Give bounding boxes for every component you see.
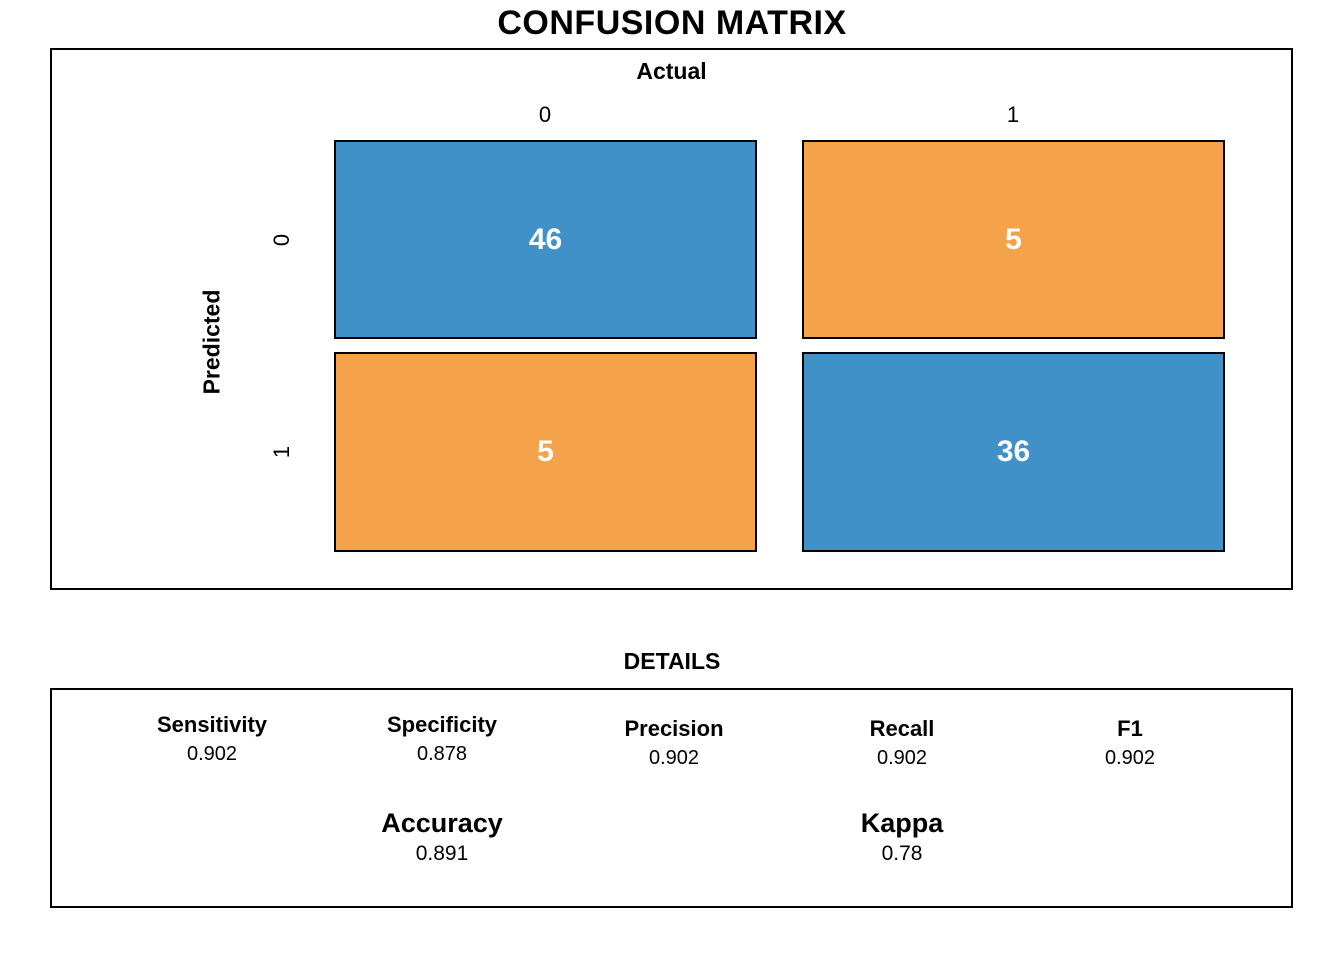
matrix-panel: Actual 0 1 Predicted 0 1 46 5 5 36 bbox=[50, 48, 1293, 590]
metric-sensitivity: Sensitivity 0.902 bbox=[157, 712, 267, 766]
column-label-1: 1 bbox=[1006, 102, 1020, 127]
metric-f1: F1 0.902 bbox=[1105, 716, 1155, 770]
metric-label: Specificity bbox=[386, 712, 498, 737]
matrix-cell-pred1-actual1: 36 bbox=[802, 352, 1225, 552]
metric-label: Precision bbox=[624, 716, 724, 741]
matrix-cell-pred1-actual0: 5 bbox=[334, 352, 757, 552]
metric-value: 0.902 bbox=[186, 743, 238, 765]
metric-specificity: Specificity 0.878 bbox=[387, 712, 497, 766]
column-label-0: 0 bbox=[538, 102, 552, 127]
metric-value: 0.902 bbox=[876, 747, 928, 769]
cell-value: 5 bbox=[1005, 222, 1022, 256]
figure-title: CONFUSION MATRIX bbox=[497, 4, 847, 42]
metric-accuracy: Accuracy 0.891 bbox=[381, 808, 503, 866]
cell-value: 46 bbox=[528, 222, 563, 256]
details-panel: Sensitivity 0.902 Specificity 0.878 Prec… bbox=[50, 688, 1293, 908]
cell-value: 5 bbox=[537, 435, 554, 468]
y-axis-label-predicted: Predicted bbox=[198, 289, 225, 395]
metric-label: Sensitivity bbox=[156, 712, 268, 737]
metric-label: Recall bbox=[869, 716, 935, 741]
metric-value: 0.891 bbox=[415, 842, 469, 865]
metric-kappa: Kappa 0.78 bbox=[861, 808, 944, 866]
metric-precision: Precision 0.902 bbox=[624, 716, 723, 770]
matrix-cell-pred0-actual1: 5 bbox=[802, 140, 1225, 339]
metric-value: 0.78 bbox=[881, 842, 923, 865]
row-label-0: 0 bbox=[269, 233, 294, 247]
cell-value: 36 bbox=[996, 435, 1031, 468]
matrix-cell-pred0-actual0: 46 bbox=[334, 140, 757, 339]
matrix-cells: 46 5 5 36 bbox=[334, 140, 1225, 552]
x-axis-label-actual: Actual bbox=[636, 58, 707, 84]
metric-value: 0.902 bbox=[1104, 747, 1156, 769]
metric-value: 0.902 bbox=[648, 747, 700, 769]
details-title: DETAILS bbox=[623, 648, 721, 674]
metric-recall: Recall 0.902 bbox=[870, 716, 935, 770]
metric-label: F1 bbox=[1117, 716, 1143, 741]
metric-label: Kappa bbox=[860, 808, 944, 838]
metric-value: 0.878 bbox=[416, 743, 468, 765]
row-label-1: 1 bbox=[269, 445, 294, 459]
metric-label: Accuracy bbox=[381, 808, 503, 838]
